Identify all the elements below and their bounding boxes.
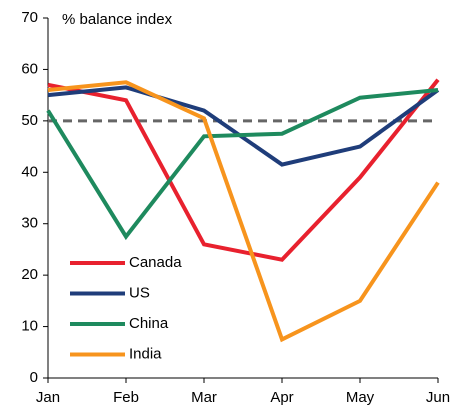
y-tick-label: 60 [21, 60, 38, 77]
series-line [47, 80, 440, 343]
x-tick-label: May [346, 389, 375, 406]
legend-label: US [129, 284, 150, 301]
series-line [47, 78, 440, 262]
x-tick-label: Mar [191, 389, 217, 406]
x-tick-label: Apr [270, 389, 293, 406]
y-tick-label: 50 [21, 112, 38, 129]
x-tick-label: Jan [36, 389, 60, 406]
y-tick-label: 40 [21, 163, 38, 180]
y-tick-label: 10 [21, 318, 38, 335]
x-tick-label: Jun [426, 389, 450, 406]
x-tick-label: Feb [113, 389, 139, 406]
series-line [47, 85, 440, 167]
y-tick-label: 20 [21, 266, 38, 283]
series-line [46, 88, 439, 241]
y-tick-label: 70 [21, 9, 38, 26]
legend-label: India [129, 345, 162, 362]
legend-label: China [129, 315, 169, 332]
y-tick-label: 0 [30, 369, 38, 386]
y-axis-label: % balance index [62, 11, 173, 28]
legend-label: Canada [129, 254, 182, 271]
y-tick-label: 30 [21, 215, 38, 232]
